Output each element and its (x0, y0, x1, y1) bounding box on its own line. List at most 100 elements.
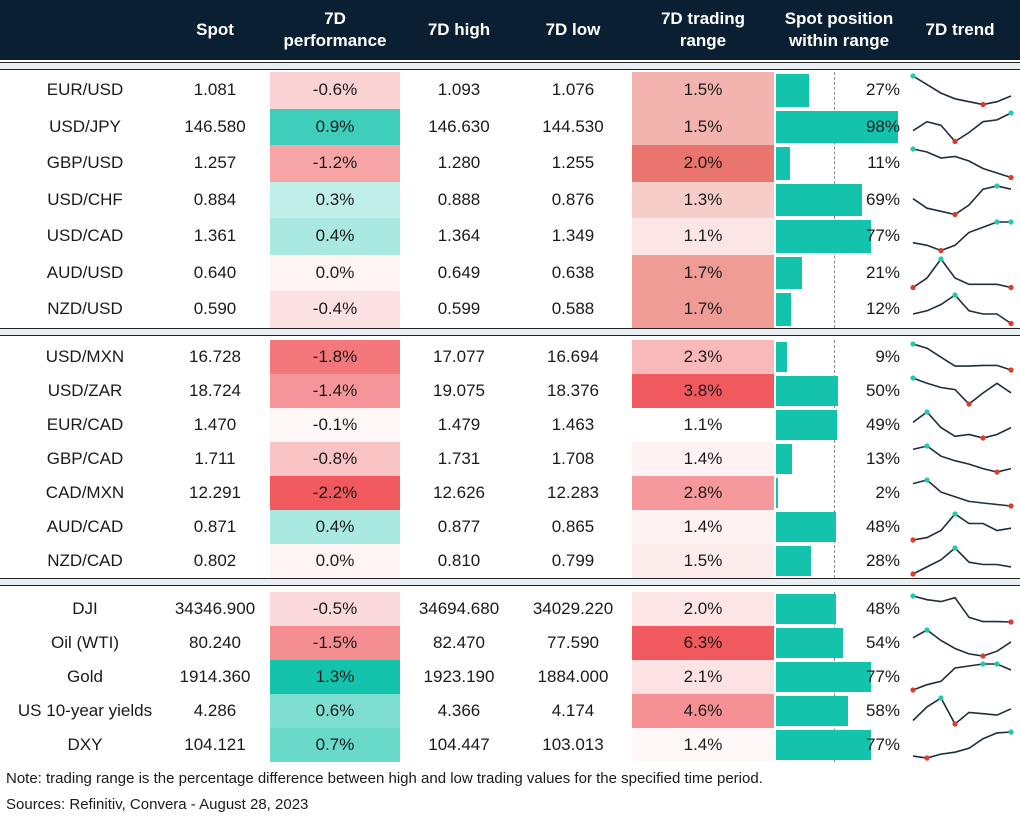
trend-low-marker (910, 687, 916, 693)
low-cell: 34029.220 (532, 599, 614, 618)
high-cell: 1923.190 (423, 667, 495, 686)
range-cell: 1.5% (632, 108, 774, 145)
header-spot-position: Spot position within range (784, 9, 894, 50)
trend-high-marker (994, 182, 1000, 189)
position-bar (776, 696, 848, 726)
spot-cell: 1.711 (194, 449, 236, 468)
table-row: Gold 1914.360 1.3% 1923.190 1884.000 2.1% 77% (0, 660, 1020, 694)
trend-sparkline (910, 255, 1014, 290)
trend-line (912, 410, 1012, 439)
header-7d-trading-range: 7D trading range (660, 9, 746, 50)
spot-position-cell: 50% (774, 374, 904, 408)
trend-low-marker (952, 138, 958, 144)
sources: Sources: Refinitiv, Convera - August 28,… (6, 796, 309, 813)
perf-cell: 0.4% (270, 218, 400, 255)
trend-sparkline (910, 146, 1014, 181)
trend-low-marker (1008, 367, 1014, 373)
table-row: GBP/USD 1.257 -1.2% 1.280 1.255 2.0% 11% (0, 145, 1020, 182)
trend-high-marker (1008, 729, 1014, 735)
trend-low-marker (966, 401, 972, 407)
spot-position-cell: 12% (774, 291, 904, 328)
trend-high-marker (952, 511, 958, 517)
trend-low-marker (924, 755, 930, 761)
range-cell: 4.6% (632, 694, 774, 728)
table-row: USD/MXN 16.728 -1.8% 17.077 16.694 2.3% 9% (0, 340, 1020, 374)
trend-low-marker (1008, 174, 1014, 181)
spot-position-cell: 21% (774, 255, 904, 292)
table-row: US 10-year yields 4.286 0.6% 4.366 4.174 4.6%… (0, 694, 1020, 728)
low-cell: 103.013 (542, 735, 604, 754)
trend-sparkline (910, 593, 1014, 625)
trend-sparkline (912, 409, 1012, 441)
trend-high-marker (938, 255, 944, 262)
low-cell: 0.588 (551, 299, 595, 319)
spot-position-cell: 77% (774, 728, 904, 762)
midpoint-dashed-line (834, 340, 835, 578)
trend-low-marker (910, 571, 916, 577)
high-cell: 34694.680 (418, 599, 500, 618)
trend-low-marker (980, 653, 986, 659)
header-7d-trend: 7D trend (925, 20, 995, 39)
instrument-name: USD/ZAR (47, 381, 123, 400)
high-cell: 0.810 (437, 551, 481, 570)
spot-cell: 80.240 (189, 633, 241, 652)
spot-position-cell: 77% (774, 218, 904, 255)
position-label: 77% (865, 226, 900, 246)
spot-cell: 104.121 (184, 735, 246, 754)
spot-cell: 0.802 (193, 551, 237, 570)
instrument-name: NZD/USD (47, 299, 123, 319)
range-cell: 6.3% (632, 626, 774, 660)
instrument-name: AUD/CAD (46, 517, 124, 536)
trend-high-marker (910, 341, 916, 347)
trend-high-marker (994, 219, 1000, 225)
high-cell: 0.888 (437, 189, 481, 209)
instrument-name: EUR/USD (46, 80, 124, 100)
header-instrument (0, 0, 170, 60)
position-bar (776, 376, 838, 406)
instrument-name: USD/JPY (49, 116, 121, 136)
trend-low-marker (1008, 320, 1014, 327)
trend-low-marker (952, 211, 958, 217)
trend-high-marker (952, 545, 958, 551)
trend-line (912, 445, 1012, 473)
trend-sparkline (910, 375, 1012, 407)
spot-position-cell: 27% (774, 72, 904, 109)
instrument-name: DXY (67, 735, 103, 754)
trend-sparkline (910, 341, 1014, 373)
spot-position-cell: 13% (774, 442, 904, 476)
high-cell: 4.366 (437, 701, 481, 720)
low-cell: 0.799 (551, 551, 595, 570)
high-cell: 104.447 (428, 735, 490, 754)
high-cell: 0.877 (437, 517, 481, 536)
position-label: 48% (865, 599, 900, 618)
position-label: 54% (865, 633, 900, 652)
position-bar (776, 444, 793, 474)
range-cell: 1.4% (632, 728, 774, 762)
trend-high-marker (952, 292, 958, 298)
spot-cell: 1.081 (193, 80, 237, 100)
position-bar (776, 293, 791, 326)
spot-position-cell: 54% (774, 626, 904, 660)
low-cell: 4.174 (551, 701, 595, 720)
spot-position-cell: 48% (774, 592, 904, 626)
group-separator (0, 578, 1020, 586)
trend-sparkline (912, 477, 1014, 509)
trend-sparkline (912, 443, 1012, 475)
range-cell: 2.0% (632, 592, 774, 626)
range-cell: 1.3% (632, 181, 774, 218)
instrument-name: CAD/MXN (45, 483, 125, 502)
table-row: CAD/MXN 12.291 -2.2% 12.626 12.283 2.8% 2% (0, 476, 1020, 510)
table-row: EUR/USD 1.081 -0.6% 1.093 1.076 1.5% 27% (0, 72, 1020, 109)
position-bar (776, 628, 843, 658)
position-label: 48% (865, 517, 900, 536)
perf-cell: 0.9% (270, 108, 400, 145)
table-row: AUD/CAD 0.871 0.4% 0.877 0.865 1.4% 48% (0, 510, 1020, 544)
trend-low-marker (1008, 503, 1014, 509)
position-bar (776, 256, 803, 289)
position-label: 49% (865, 415, 900, 434)
trend-low-marker (980, 101, 986, 108)
instrument-name: AUD/USD (46, 262, 124, 282)
low-cell: 0.865 (551, 517, 595, 536)
instrument-name: Gold (67, 667, 103, 686)
low-cell: 77.590 (547, 633, 599, 652)
